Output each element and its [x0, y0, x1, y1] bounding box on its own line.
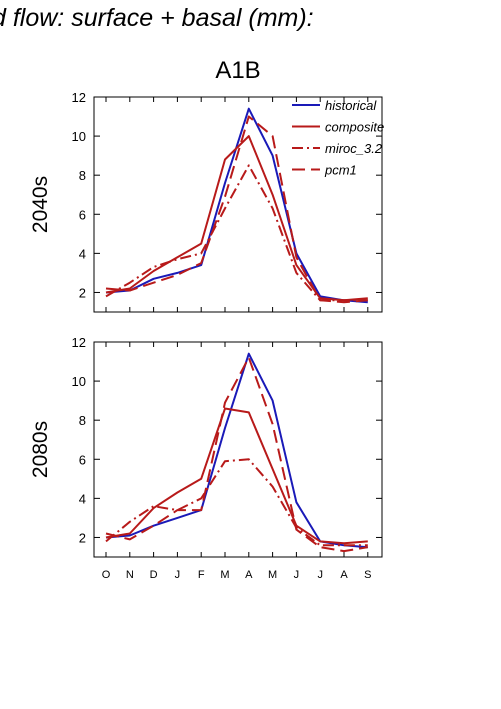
- y-tick-label: 8: [79, 168, 86, 183]
- series-line-composite-2080s: [105, 407, 368, 545]
- series-line-pcm1-2080s: [105, 356, 368, 553]
- y-tick-label: 6: [79, 207, 86, 222]
- x-tick-label: M: [220, 569, 229, 581]
- series-line-pcm1-2040s: [105, 115, 368, 304]
- x-tick-label: D: [150, 569, 158, 581]
- y-tick-label: 10: [72, 374, 86, 389]
- series-line-miroc-3-2-2080s: [105, 458, 368, 547]
- legend-label-miroc-3-2: miroc_3.2: [325, 141, 383, 156]
- y-tick-label: 12: [72, 335, 86, 350]
- legend-label-pcm1: pcm1: [324, 163, 357, 178]
- y-tick-label: 10: [72, 129, 86, 144]
- series-line-historical-2040s: [105, 107, 368, 304]
- page-title: d flow: surface + basal (mm):: [0, 4, 314, 32]
- y-tick-label: 2: [79, 285, 86, 300]
- x-tick-label: J: [175, 569, 181, 581]
- plot-frame-2080s: [93, 341, 383, 558]
- y-tick-label: 8: [79, 413, 86, 428]
- panel-label-2040s: 2040s: [29, 176, 52, 233]
- y-tick-label: 12: [72, 90, 86, 105]
- x-tick-label: A: [245, 569, 253, 581]
- chart-title: A1B: [215, 57, 261, 84]
- panel-label-2080s: 2080s: [29, 421, 52, 478]
- x-tick-label: M: [268, 569, 277, 581]
- y-tick-label: 2: [79, 530, 86, 545]
- x-tick-label: S: [364, 569, 371, 581]
- legend-label-historical: historical: [325, 98, 377, 113]
- y-tick-label: 4: [79, 491, 86, 506]
- x-tick-label: J: [294, 569, 300, 581]
- legend-label-composite: composite: [325, 120, 384, 135]
- x-tick-label: F: [198, 569, 205, 581]
- x-tick-label: O: [102, 569, 111, 581]
- y-tick-label: 4: [79, 246, 86, 261]
- series-line-miroc-3-2-2040s: [105, 164, 368, 302]
- series-line-composite-2040s: [105, 135, 368, 302]
- x-tick-label: J: [317, 569, 323, 581]
- plot-frame-2040s: [93, 96, 383, 313]
- x-tick-label: A: [340, 569, 348, 581]
- y-tick-label: 6: [79, 452, 86, 467]
- x-tick-label: N: [126, 569, 134, 581]
